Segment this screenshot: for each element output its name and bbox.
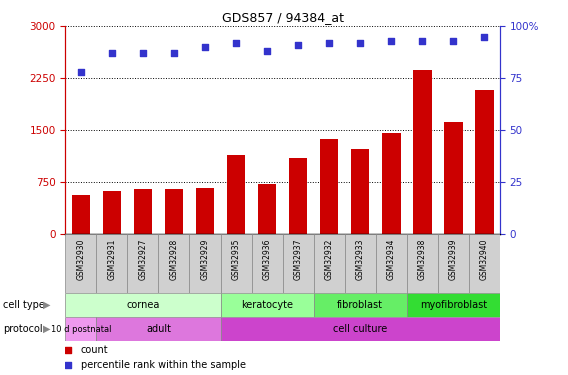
Text: GSM32932: GSM32932 xyxy=(325,238,333,280)
Text: protocol: protocol xyxy=(3,324,43,334)
Bar xyxy=(407,292,500,317)
Point xyxy=(480,34,489,40)
Text: GSM32936: GSM32936 xyxy=(262,238,272,280)
Bar xyxy=(314,292,407,317)
Bar xyxy=(382,133,400,234)
Bar xyxy=(345,234,375,292)
Text: keratocyte: keratocyte xyxy=(241,300,293,310)
Bar xyxy=(475,90,494,234)
Bar xyxy=(97,234,127,292)
Point xyxy=(76,69,85,75)
Text: 10 d postnatal: 10 d postnatal xyxy=(51,324,111,334)
Text: GSM32939: GSM32939 xyxy=(449,238,458,280)
Point xyxy=(240,293,249,299)
Bar xyxy=(127,234,158,292)
Text: GSM32940: GSM32940 xyxy=(480,238,489,280)
Bar xyxy=(289,158,307,234)
Text: GSM32927: GSM32927 xyxy=(139,238,148,280)
Point xyxy=(232,40,241,46)
Bar xyxy=(258,184,277,234)
Text: GSM32931: GSM32931 xyxy=(107,238,116,280)
Bar xyxy=(227,154,245,234)
Text: GSM32938: GSM32938 xyxy=(417,238,427,280)
Text: cornea: cornea xyxy=(126,300,160,310)
Bar xyxy=(351,149,369,234)
Text: GSM32934: GSM32934 xyxy=(387,238,396,280)
Text: ▶: ▶ xyxy=(43,300,51,310)
Bar xyxy=(375,234,407,292)
Bar xyxy=(220,317,500,341)
Point xyxy=(356,40,365,46)
Text: GSM32937: GSM32937 xyxy=(294,238,303,280)
Bar xyxy=(444,122,462,234)
Point xyxy=(387,38,396,44)
Text: ▶: ▶ xyxy=(43,324,51,334)
Bar xyxy=(72,195,90,234)
Bar xyxy=(133,189,152,234)
Bar xyxy=(283,234,314,292)
Text: cell type: cell type xyxy=(3,300,45,310)
Bar xyxy=(65,317,97,341)
Text: count: count xyxy=(81,345,108,355)
Bar xyxy=(165,189,183,234)
Point xyxy=(262,48,272,54)
Text: fibroblast: fibroblast xyxy=(337,300,383,310)
Bar xyxy=(158,234,190,292)
Point xyxy=(449,38,458,44)
Text: cell culture: cell culture xyxy=(333,324,387,334)
Text: GSM32929: GSM32929 xyxy=(201,238,210,280)
Point xyxy=(201,44,210,50)
Bar xyxy=(314,234,345,292)
Title: GDS857 / 94384_at: GDS857 / 94384_at xyxy=(222,11,344,24)
Bar xyxy=(190,234,220,292)
Bar xyxy=(195,188,214,234)
Text: myofibroblast: myofibroblast xyxy=(420,300,487,310)
Bar xyxy=(438,234,469,292)
Text: GSM32933: GSM32933 xyxy=(356,238,365,280)
Bar xyxy=(220,292,314,317)
Bar xyxy=(97,317,220,341)
Bar xyxy=(65,292,220,317)
Text: GSM32928: GSM32928 xyxy=(169,238,178,280)
Bar xyxy=(65,234,97,292)
Text: percentile rank within the sample: percentile rank within the sample xyxy=(81,360,245,370)
Text: GSM32930: GSM32930 xyxy=(76,238,85,280)
Bar xyxy=(413,70,432,234)
Point xyxy=(240,157,249,163)
Bar xyxy=(320,139,339,234)
Point xyxy=(324,40,333,46)
Point xyxy=(139,50,148,56)
Point xyxy=(169,50,178,56)
Point xyxy=(294,42,303,48)
Bar xyxy=(220,234,252,292)
Point xyxy=(107,50,116,56)
Text: GSM32935: GSM32935 xyxy=(232,238,240,280)
Bar xyxy=(469,234,500,292)
Bar xyxy=(252,234,283,292)
Text: adult: adult xyxy=(146,324,171,334)
Bar xyxy=(407,234,438,292)
Bar xyxy=(103,191,121,234)
Point xyxy=(417,38,427,44)
